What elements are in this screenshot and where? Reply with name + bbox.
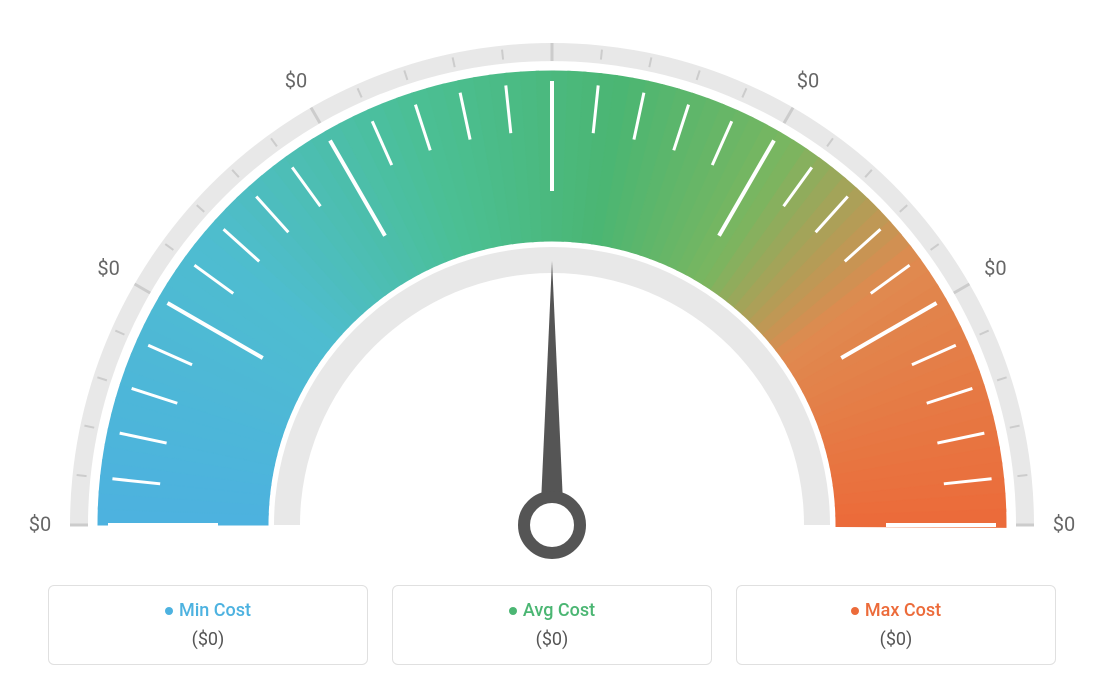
tick-label: $0 bbox=[797, 69, 819, 93]
tick-label: $0 bbox=[29, 512, 51, 536]
outer-minor-tick bbox=[502, 50, 503, 60]
outer-minor-tick bbox=[77, 475, 87, 476]
legend-dot bbox=[851, 607, 859, 615]
legend-title: Min Cost bbox=[69, 600, 347, 621]
legend-title: Max Cost bbox=[757, 600, 1035, 621]
tick-label: $0 bbox=[97, 256, 119, 280]
gauge-chart: $0$0$0$0$0$0$0 bbox=[0, 25, 1104, 565]
tick-label: $0 bbox=[984, 256, 1006, 280]
legend-label: Avg Cost bbox=[523, 600, 595, 621]
outer-minor-tick bbox=[601, 50, 602, 60]
legend-card: Min Cost ($0) bbox=[48, 585, 368, 665]
tick-label: $0 bbox=[1053, 512, 1075, 536]
legend-title: Avg Cost bbox=[413, 600, 691, 621]
legend-label: Max Cost bbox=[865, 600, 941, 621]
legend-label: Min Cost bbox=[179, 600, 251, 621]
outer-minor-tick bbox=[1017, 475, 1027, 476]
legend-value: ($0) bbox=[69, 629, 347, 650]
legend-dot bbox=[509, 607, 517, 615]
tick-label: $0 bbox=[285, 69, 307, 93]
legend-row: Min Cost ($0) Avg Cost ($0) Max Cost ($0) bbox=[0, 585, 1104, 665]
legend-card: Max Cost ($0) bbox=[736, 585, 1056, 665]
legend-value: ($0) bbox=[757, 629, 1035, 650]
legend-card: Avg Cost ($0) bbox=[392, 585, 712, 665]
gauge-needle bbox=[540, 261, 564, 525]
gauge-svg: $0$0$0$0$0$0$0 bbox=[0, 25, 1104, 565]
needle-hub bbox=[524, 497, 580, 553]
legend-dot bbox=[165, 607, 173, 615]
legend-value: ($0) bbox=[413, 629, 691, 650]
